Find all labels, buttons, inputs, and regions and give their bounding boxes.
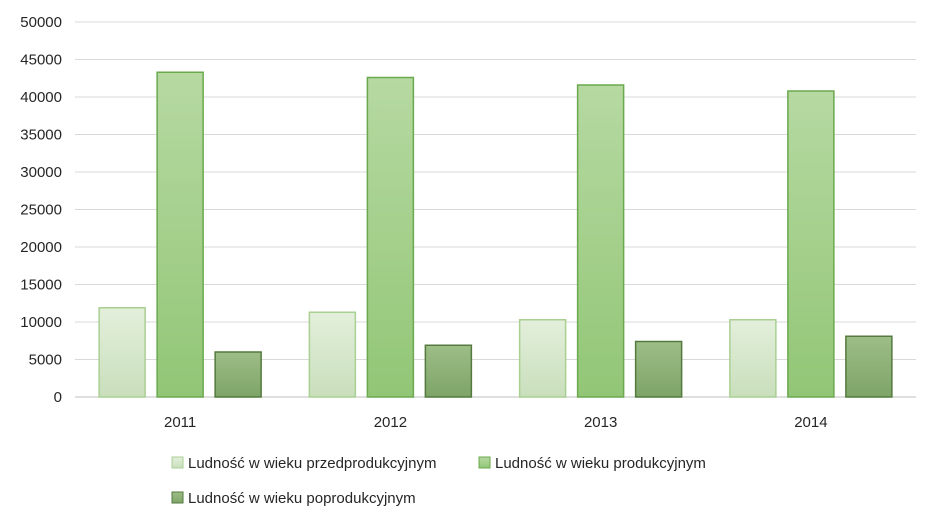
bar-1-2013 [518, 319, 567, 398]
y-tick-label: 0 [54, 389, 62, 406]
bars [98, 71, 893, 398]
bar-1-2012 [308, 311, 357, 398]
y-tick-label: 10000 [20, 314, 62, 331]
bar-2-2012 [366, 76, 415, 398]
legend-label-1: Ludność w wieku przedprodukcyjnym [188, 455, 436, 472]
bar-2-2013 [576, 84, 625, 398]
x-axis-ticks: 2011 2012 2013 2014 [164, 414, 828, 431]
bar-1-2011 [98, 307, 146, 398]
bar-3-2013 [634, 340, 683, 398]
x-tick-label: 2013 [584, 414, 617, 431]
y-tick-label: 25000 [20, 202, 62, 219]
legend-label-3: Ludność w wieku poprodukcyjnym [188, 490, 416, 507]
x-tick-label: 2011 [164, 414, 196, 431]
legend-swatch-1 [171, 456, 184, 469]
y-tick-label: 50000 [20, 14, 62, 31]
y-axis-ticks: 0 5000 10000 15000 20000 25000 30000 35000 40000… [20, 14, 62, 406]
legend: Ludność w wieku przedprodukcyjnym Ludność… [171, 455, 706, 507]
bar-3-2012 [424, 344, 473, 398]
x-tick-label: 2014 [794, 414, 827, 431]
x-tick-label: 2012 [374, 414, 407, 431]
legend-swatch-2 [478, 456, 491, 469]
y-tick-label: 40000 [20, 89, 62, 106]
legend-swatch-3 [171, 491, 184, 504]
bar-3-2014 [845, 335, 893, 398]
y-tick-label: 45000 [20, 52, 62, 69]
y-tick-label: 5000 [29, 352, 62, 369]
y-tick-label: 20000 [20, 239, 62, 256]
legend-label-2: Ludność w wieku produkcyjnym [495, 455, 706, 472]
y-tick-label: 35000 [20, 127, 62, 144]
bar-2-2014 [787, 90, 835, 398]
y-tick-label: 30000 [20, 164, 62, 181]
bar-1-2014 [729, 319, 777, 398]
bar-3-2011 [214, 351, 262, 398]
y-tick-label: 15000 [20, 277, 62, 294]
bar-2-2011 [156, 71, 204, 398]
